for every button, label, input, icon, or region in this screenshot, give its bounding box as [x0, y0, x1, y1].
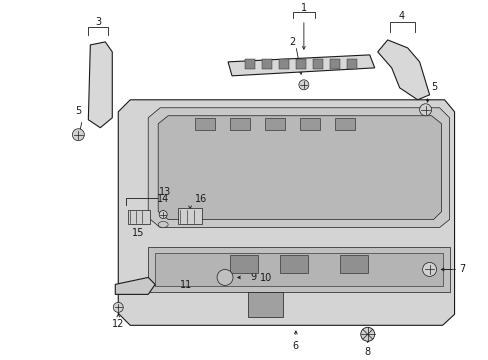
Text: 7: 7: [459, 265, 465, 274]
Text: 9: 9: [249, 273, 256, 282]
Bar: [128, 210, 150, 224]
Bar: [178, 208, 202, 224]
Circle shape: [113, 302, 123, 312]
Text: 10: 10: [259, 273, 271, 283]
Bar: [299, 118, 319, 130]
Text: 4: 4: [398, 11, 404, 21]
Bar: [295, 59, 305, 69]
Bar: [312, 59, 322, 69]
Text: 12: 12: [112, 319, 124, 329]
Text: 8: 8: [364, 347, 370, 357]
Bar: [247, 292, 283, 317]
Bar: [334, 118, 354, 130]
Text: 2: 2: [288, 37, 294, 47]
Bar: [244, 59, 254, 69]
Bar: [148, 247, 448, 292]
Circle shape: [298, 80, 308, 90]
Circle shape: [159, 211, 167, 219]
Text: 5: 5: [431, 82, 437, 92]
Bar: [339, 256, 367, 274]
Text: 11: 11: [180, 280, 192, 291]
Bar: [346, 59, 356, 69]
Polygon shape: [227, 55, 374, 76]
Text: 5: 5: [75, 106, 81, 116]
Text: 6: 6: [292, 341, 298, 351]
Bar: [264, 118, 285, 130]
Bar: [279, 256, 307, 274]
Bar: [278, 59, 288, 69]
Polygon shape: [377, 40, 429, 100]
Bar: [262, 59, 271, 69]
Polygon shape: [158, 116, 441, 220]
Text: 1: 1: [300, 3, 306, 13]
Bar: [229, 118, 249, 130]
Text: 15: 15: [132, 228, 144, 238]
Text: 3: 3: [95, 17, 101, 27]
Text: 13: 13: [159, 186, 171, 197]
Polygon shape: [115, 278, 155, 294]
Text: 16: 16: [195, 194, 207, 203]
Bar: [195, 118, 215, 130]
Polygon shape: [148, 108, 448, 228]
Circle shape: [360, 327, 374, 341]
Bar: [155, 253, 442, 287]
Text: 14: 14: [157, 194, 169, 203]
Bar: [329, 59, 339, 69]
Circle shape: [419, 104, 431, 116]
Bar: [229, 256, 258, 274]
Polygon shape: [118, 100, 454, 325]
Circle shape: [422, 262, 436, 276]
Ellipse shape: [158, 221, 168, 228]
Polygon shape: [88, 42, 112, 128]
Circle shape: [72, 129, 84, 141]
Circle shape: [217, 269, 233, 285]
